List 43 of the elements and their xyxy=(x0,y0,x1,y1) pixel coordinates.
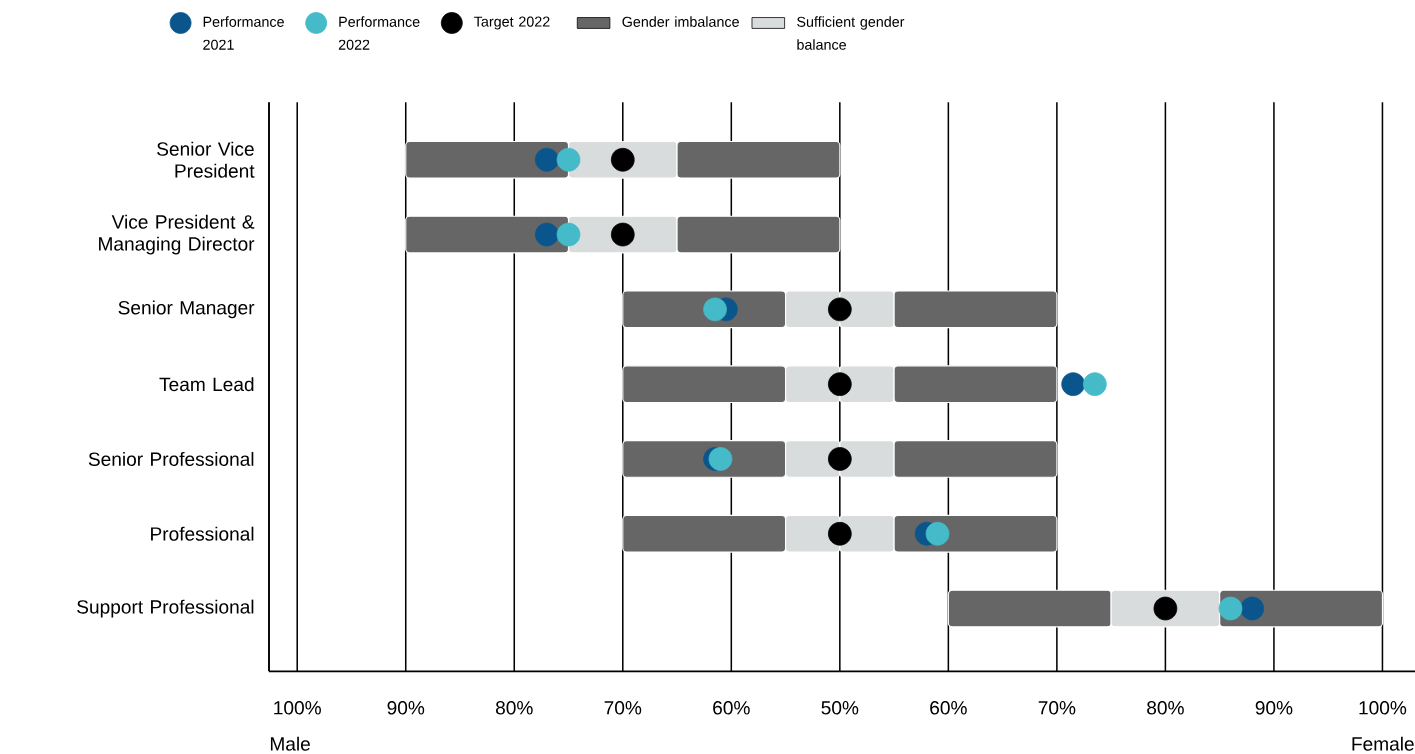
point xyxy=(828,521,852,546)
x-tick-label: 60% xyxy=(713,700,750,715)
point xyxy=(828,372,852,396)
point xyxy=(708,446,733,471)
x-tick-label: 100% xyxy=(1359,700,1407,715)
x-tick-label: 50% xyxy=(821,700,859,715)
point xyxy=(828,297,852,321)
y-tick-label: Senior Professional xyxy=(88,451,254,466)
point xyxy=(1218,596,1243,621)
point xyxy=(828,446,852,471)
legend-label: Performance 2022 xyxy=(338,16,420,50)
legend-label: Sufficient gender balance xyxy=(797,16,905,50)
legend-label: Target 2022 xyxy=(474,16,550,30)
point xyxy=(925,521,950,546)
x-tick-label: 100% xyxy=(274,700,321,715)
point xyxy=(610,147,635,172)
point xyxy=(534,222,559,247)
y-tick-label: Support Professional xyxy=(77,599,254,618)
legend-label: Performance 2021 xyxy=(203,16,284,50)
x-tick-label: 70% xyxy=(1038,700,1076,715)
x-tick-label: 90% xyxy=(387,700,425,715)
point xyxy=(1240,596,1265,621)
point xyxy=(610,222,635,247)
x-tick-label: 60% xyxy=(930,700,967,715)
x-tick-label: 90% xyxy=(1255,700,1293,715)
point xyxy=(556,147,581,172)
y-tick-label: Senior Vice President xyxy=(157,141,255,178)
point xyxy=(1083,372,1107,396)
y-tick-label: Team Lead xyxy=(159,376,254,391)
x-tick-label: 80% xyxy=(495,700,533,715)
y-tick-label: Vice President & Managing Director xyxy=(99,214,255,255)
point xyxy=(534,147,559,172)
y-tick-label: Senior Manager xyxy=(118,300,255,319)
legend-label: Gender imbalance xyxy=(622,16,739,27)
x-tick-label: 70% xyxy=(604,700,642,715)
point xyxy=(556,222,581,247)
x-axis-title: Female xyxy=(1352,736,1414,751)
point xyxy=(703,297,727,321)
point xyxy=(1153,596,1178,621)
point xyxy=(1061,372,1085,396)
x-tick-label: 80% xyxy=(1147,700,1184,715)
x-axis-title: Male xyxy=(270,736,310,751)
y-tick-label: Professional xyxy=(151,526,254,541)
